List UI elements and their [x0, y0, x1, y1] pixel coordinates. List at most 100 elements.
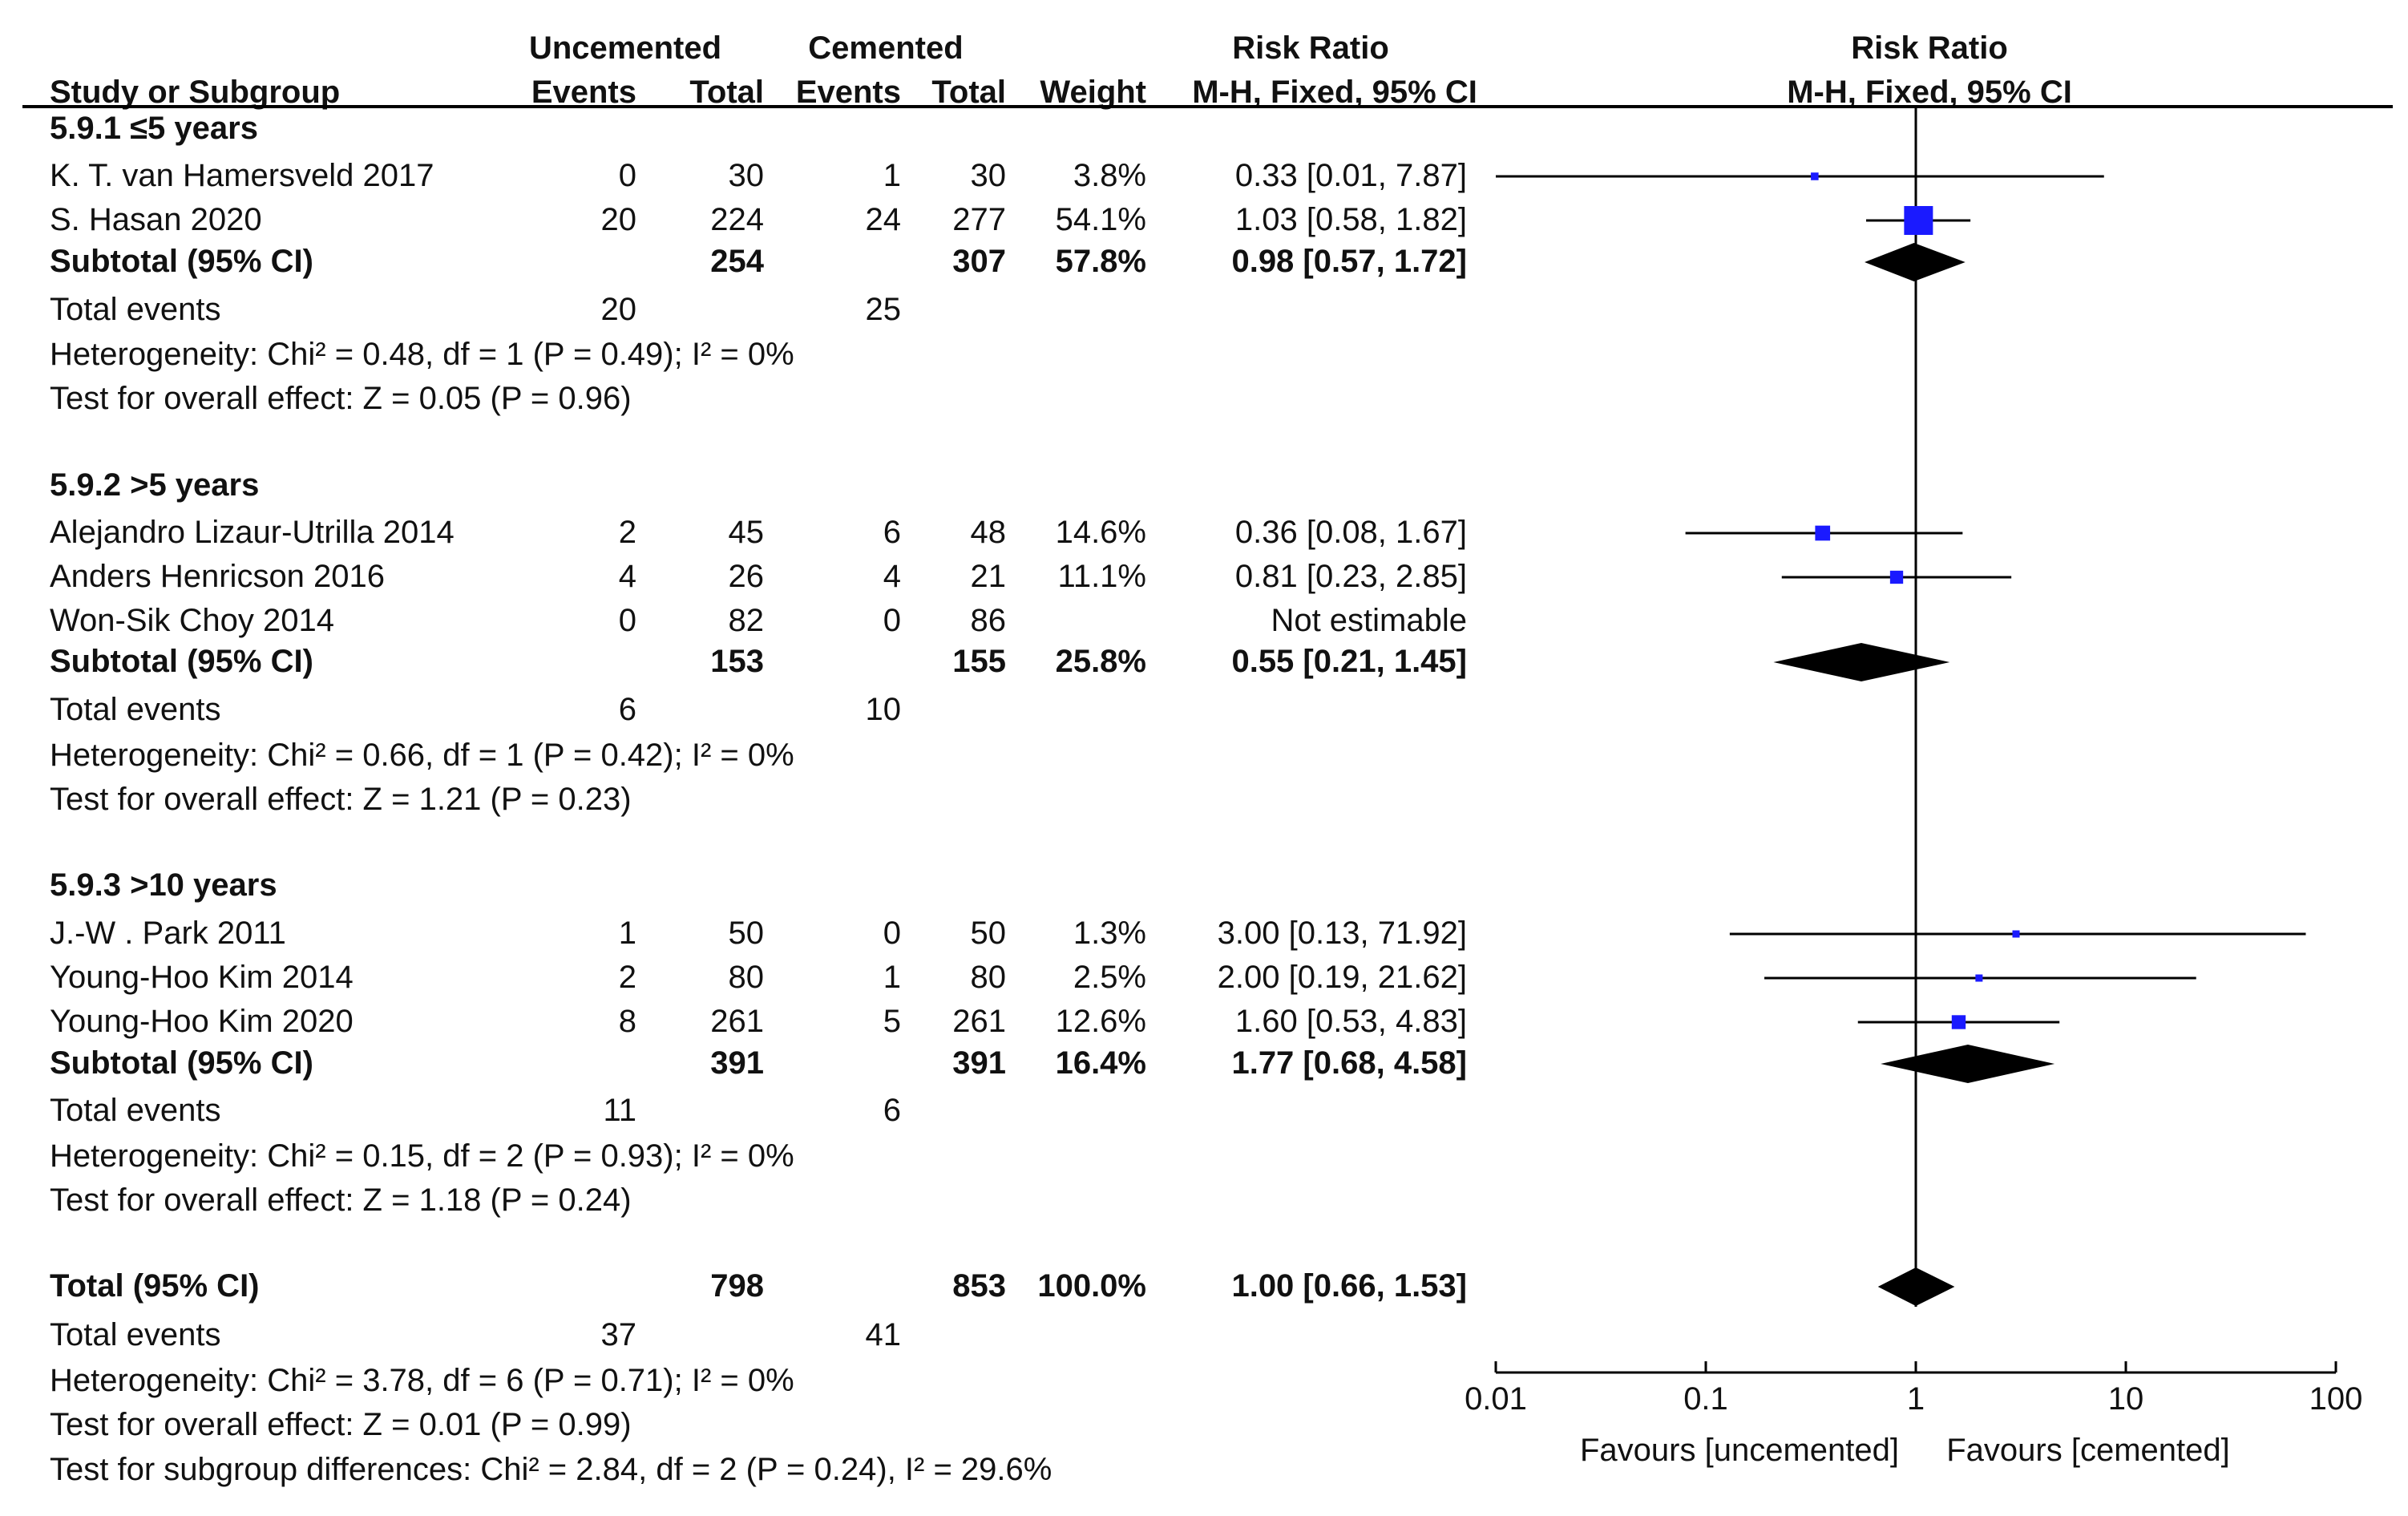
subtotal-weight: 25.8%	[1056, 644, 1146, 679]
study-point-marker	[1815, 525, 1831, 541]
favours-right-label: Favours [cemented]	[1946, 1433, 2230, 1468]
study-point-marker	[1889, 570, 1904, 584]
study-point-marker	[1904, 206, 1933, 235]
subtotal-ci: 1.77 [0.68, 4.58]	[1231, 1045, 1467, 1081]
study-total1: 45	[729, 515, 765, 550]
subtotal-weight: 57.8%	[1056, 244, 1146, 279]
study-total1: 50	[729, 916, 765, 951]
header-study-col: Study or Subgroup	[50, 75, 340, 110]
study-ci: 3.00 [0.13, 71.92]	[1218, 916, 1467, 951]
subtotal-total2: 391	[952, 1045, 1006, 1081]
total-total1: 798	[710, 1268, 764, 1304]
x-axis-tick-label: 100	[2309, 1381, 2363, 1417]
grand-total-events1: 37	[601, 1317, 637, 1352]
subtotal-label: Subtotal (95% CI)	[50, 244, 313, 279]
plot-area: 0.01 0.1 1 10 100	[1465, 107, 2362, 1417]
header-plot-bottom: M-H, Fixed, 95% CI	[1787, 75, 2072, 110]
subgroup-title: 5.9.2 >5 years	[50, 467, 259, 503]
total-events-label: Total events	[50, 292, 220, 327]
header-plot-top: Risk Ratio	[1851, 30, 2008, 66]
study-total1: 261	[710, 1004, 764, 1039]
x-axis-tick-label: 1	[1907, 1381, 1925, 1417]
study-events2: 1	[883, 960, 901, 995]
study-events2: 4	[883, 559, 901, 594]
study-total2: 21	[971, 559, 1007, 594]
heterogeneity-text: Heterogeneity: Chi² = 0.15, df = 2 (P = …	[50, 1138, 794, 1174]
header-events2: Events	[796, 75, 901, 110]
header-rr-col-bottom: M-H, Fixed, 95% CI	[1192, 75, 1477, 110]
subgroup-title: 5.9.1 ≤5 years	[50, 111, 258, 146]
grand-total-events2: 41	[866, 1317, 902, 1352]
study-events2: 1	[883, 158, 901, 193]
study-total2: 50	[971, 916, 1007, 951]
total-events-label: Total events	[50, 692, 220, 727]
study-total2: 86	[971, 603, 1007, 638]
header-total1: Total	[689, 75, 764, 110]
study-ci: 1.03 [0.58, 1.82]	[1235, 202, 1467, 237]
total-overall-effect-text: Test for overall effect: Z = 0.01 (P = 0…	[50, 1407, 632, 1442]
study-point-marker	[1951, 1015, 1966, 1029]
study-total2: 261	[952, 1004, 1006, 1039]
subtotal-diamond	[1865, 243, 1966, 281]
total-weight: 100.0%	[1037, 1268, 1146, 1304]
overall-effect-text: Test for overall effect: Z = 0.05 (P = 0…	[50, 381, 632, 416]
x-axis-tick-label: 10	[2108, 1381, 2144, 1417]
subgroup-title: 5.9.3 >10 years	[50, 867, 277, 903]
study-weight: 1.3%	[1073, 916, 1146, 951]
subtotal-total1: 254	[710, 244, 764, 279]
study-name: K. T. van Hamersveld 2017	[50, 158, 434, 193]
study-total2: 277	[952, 202, 1006, 237]
subtotal-total1: 391	[710, 1045, 764, 1081]
total-events2: 6	[883, 1093, 901, 1128]
study-events2: 24	[866, 202, 902, 237]
study-ci: 1.60 [0.53, 4.83]	[1235, 1004, 1467, 1039]
subtotal-total2: 155	[952, 644, 1006, 679]
study-events1: 2	[619, 515, 636, 550]
subtotal-label: Subtotal (95% CI)	[50, 644, 313, 679]
study-events1: 1	[619, 916, 636, 951]
study-name: Young-Hoo Kim 2020	[50, 1004, 354, 1039]
subtotal-diamond	[1773, 643, 1950, 681]
study-ci: 0.36 [0.08, 1.67]	[1235, 515, 1467, 550]
study-name: Alejandro Lizaur-Utrilla 2014	[50, 515, 455, 550]
study-events1: 20	[601, 202, 637, 237]
total-ci: 1.00 [0.66, 1.53]	[1231, 1268, 1467, 1304]
study-point-marker	[1975, 974, 1983, 982]
total-total2: 853	[952, 1268, 1006, 1304]
subgroup-differences-text: Test for subgroup differences: Chi² = 2.…	[50, 1452, 1052, 1487]
study-total2: 80	[971, 960, 1007, 995]
total-events2: 10	[866, 692, 902, 727]
study-events2: 0	[883, 603, 901, 638]
study-ci: 2.00 [0.19, 21.62]	[1218, 960, 1467, 995]
subtotal-total2: 307	[952, 244, 1006, 279]
header-group2: Cemented	[808, 30, 963, 66]
subtotal-total1: 153	[710, 644, 764, 679]
study-weight: 54.1%	[1056, 202, 1146, 237]
study-ci: 0.33 [0.01, 7.87]	[1235, 158, 1467, 193]
study-name: S. Hasan 2020	[50, 202, 262, 237]
study-events2: 6	[883, 515, 901, 550]
study-weight: 14.6%	[1056, 515, 1146, 550]
study-weight: 12.6%	[1056, 1004, 1146, 1039]
study-total1: 26	[729, 559, 765, 594]
total-events1: 11	[603, 1093, 636, 1128]
study-name: Won-Sik Choy 2014	[50, 603, 334, 638]
total-events2: 25	[866, 292, 902, 327]
study-name: Anders Henricson 2016	[50, 559, 385, 594]
subtotal-diamond	[1881, 1045, 2055, 1083]
header-rr-col-top: Risk Ratio	[1232, 30, 1389, 66]
study-weight: 2.5%	[1073, 960, 1146, 995]
total-diamond	[1877, 1267, 1955, 1306]
heterogeneity-text: Heterogeneity: Chi² = 0.48, df = 1 (P = …	[50, 337, 794, 372]
header-group1: Uncemented	[529, 30, 721, 66]
header-weight: Weight	[1040, 75, 1146, 110]
study-total2: 48	[971, 515, 1007, 550]
study-events1: 4	[619, 559, 636, 594]
study-events2: 0	[883, 916, 901, 951]
header-total2: Total	[931, 75, 1006, 110]
study-total1: 30	[729, 158, 765, 193]
study-name: Young-Hoo Kim 2014	[50, 960, 354, 995]
total-events1: 6	[619, 692, 636, 727]
heterogeneity-text: Heterogeneity: Chi² = 0.66, df = 1 (P = …	[50, 738, 794, 773]
subtotal-label: Subtotal (95% CI)	[50, 1045, 313, 1081]
